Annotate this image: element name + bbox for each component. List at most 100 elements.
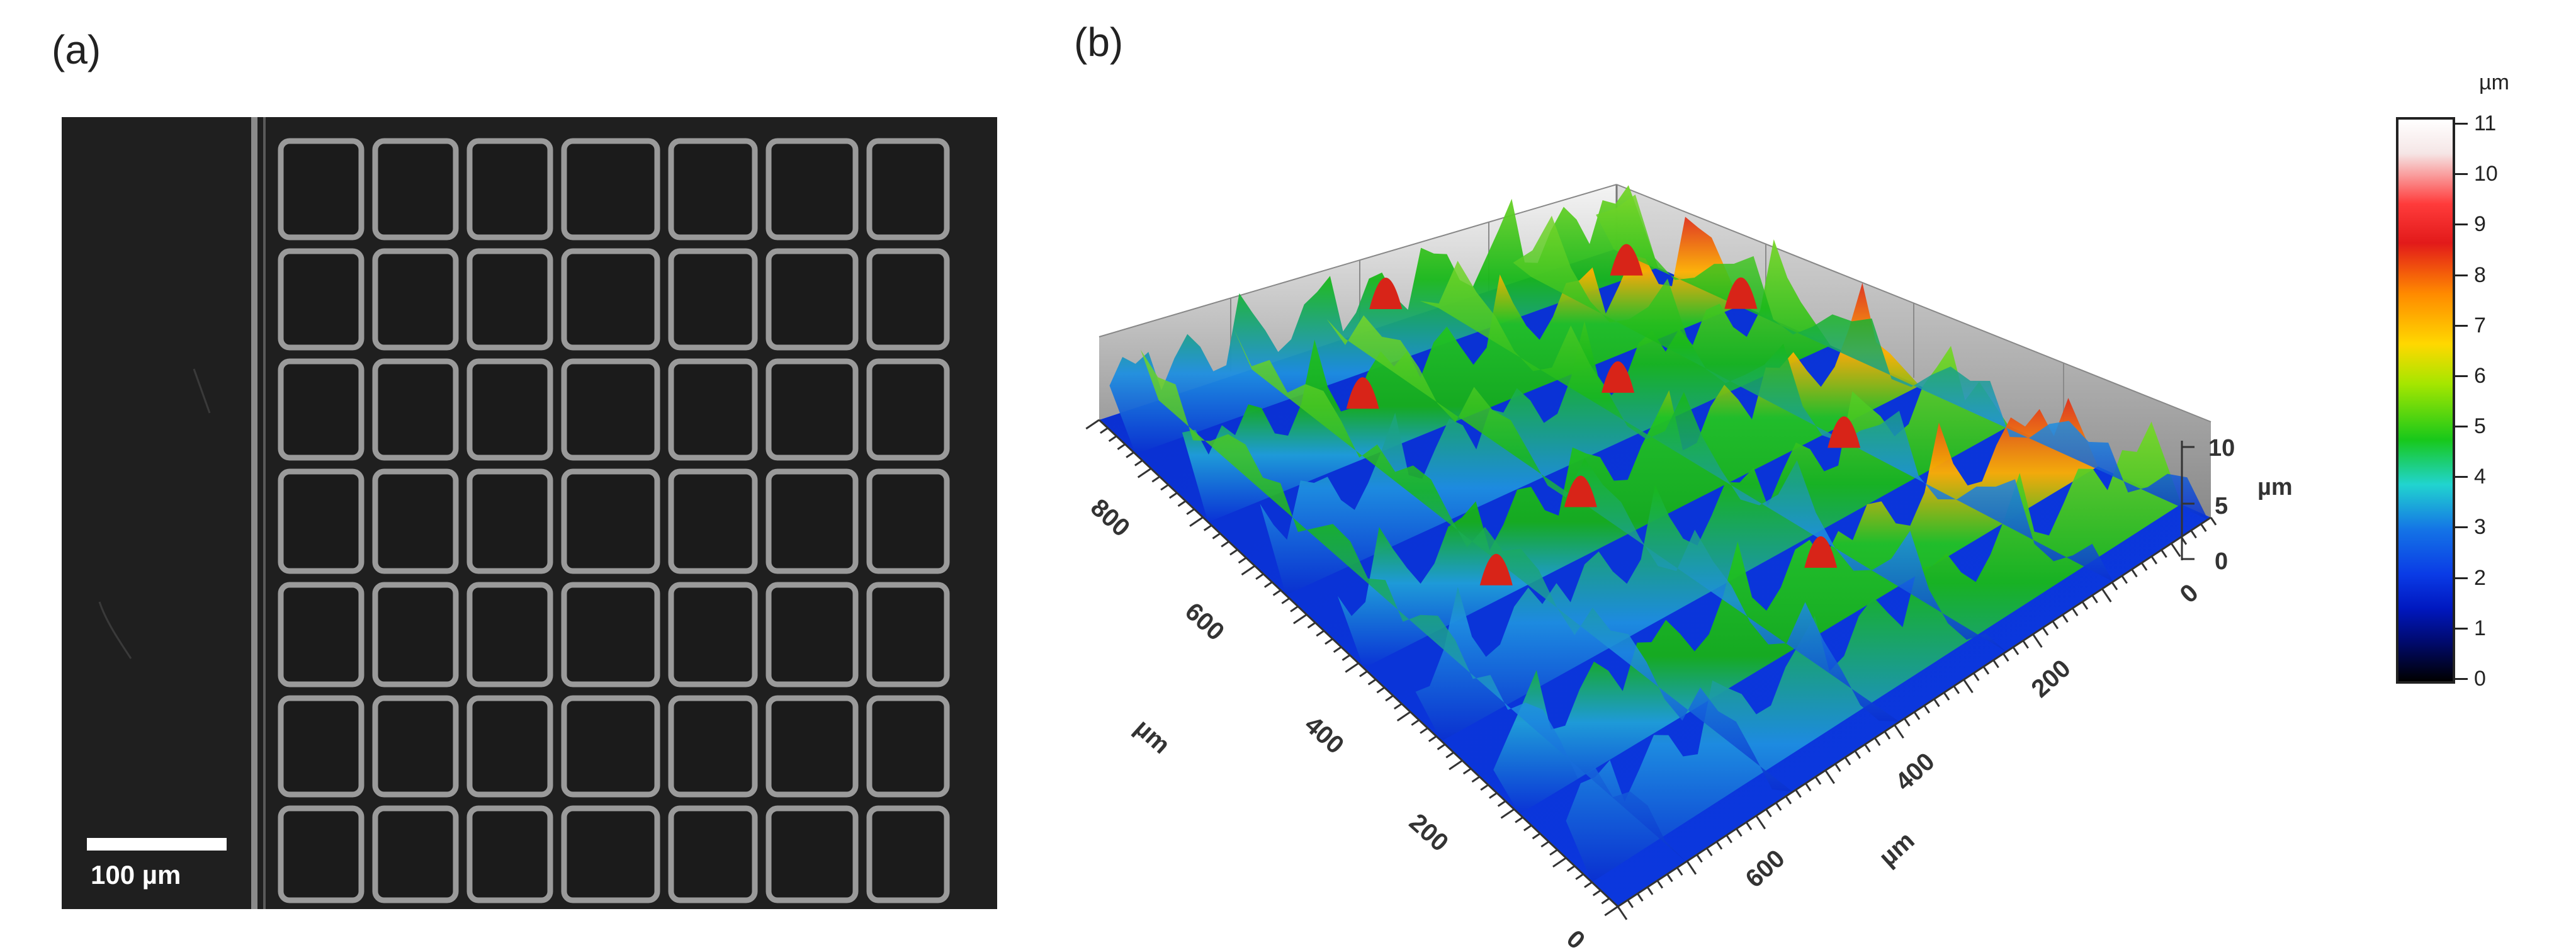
colorbar (2396, 117, 2455, 684)
sem-grid-cell (561, 138, 660, 240)
colorbar-tick-label: 7 (2474, 313, 2486, 337)
peak (1602, 361, 1635, 393)
sem-grid-cell (466, 248, 553, 351)
sem-grid-cell (866, 805, 950, 903)
colorbar-tick (2454, 627, 2468, 630)
z-tick-10: 10 (2208, 435, 2235, 461)
surface-ridges (1109, 185, 2208, 883)
sem-grid-cell (278, 695, 364, 798)
panel-b-label: (b) (1074, 20, 1124, 65)
colorbar-tick-label: 9 (2474, 212, 2486, 237)
left-tick-800: 800 (1085, 494, 1135, 542)
scale-bar (87, 838, 227, 851)
sem-grid-cell (765, 695, 859, 798)
ridge-row (1182, 217, 1742, 523)
z-tick-0: 0 (2215, 548, 2228, 575)
colorbar-tick (2454, 274, 2468, 276)
colorbar-tick-label: 10 (2474, 162, 2498, 186)
sem-grid-cell (372, 468, 459, 574)
sem-grid-image (98, 117, 950, 909)
peak (1724, 277, 1758, 309)
sem-grid-cell (866, 695, 950, 798)
ridge-column (1596, 194, 2208, 520)
sem-grid-cell (278, 248, 364, 351)
sem-grid-cell (372, 805, 459, 903)
colorbar-tick (2454, 173, 2468, 176)
z-tick-5: 5 (2215, 493, 2228, 519)
sem-grid-cell (765, 468, 859, 574)
sem-grid-cell (765, 248, 859, 351)
sem-grid-cell (668, 358, 758, 461)
sem-grid-cell (466, 582, 553, 687)
peak (1564, 475, 1597, 507)
sem-grid-cell (561, 358, 660, 461)
ridge-column (1140, 349, 1686, 862)
sem-micrograph: 100 µm (62, 117, 997, 909)
colorbar-tick (2454, 577, 2468, 579)
sem-grid-cell (466, 805, 553, 903)
colorbar-tick (2454, 526, 2468, 529)
z-axis-unit: µm (2257, 474, 2293, 500)
colorbar-tick (2454, 426, 2468, 428)
sem-grid-cell (668, 582, 758, 687)
right-tick-400: 400 (1890, 747, 1940, 796)
colorbar-tick (2454, 375, 2468, 377)
sem-grid-cell (278, 805, 364, 903)
sem-grid-cell (866, 358, 950, 461)
sem-grid-cell (765, 138, 859, 240)
colorbar-tick (2454, 223, 2468, 226)
right-tick-600: 600 (1741, 844, 1790, 893)
sem-grid-cell (372, 358, 459, 461)
ridge-column (1420, 261, 2007, 652)
colorbar-tick-label: 11 (2474, 111, 2497, 135)
right-tick-0: 0 (2175, 579, 2204, 609)
colorbar-tick-label: 8 (2474, 263, 2486, 287)
left-tick-0: 0 (1561, 925, 1590, 950)
peak (1346, 377, 1379, 409)
peak (1827, 416, 1861, 448)
ridge-row (1109, 185, 1659, 455)
colorbar-tick-label: 4 (2474, 465, 2486, 489)
peak (1479, 553, 1513, 585)
sem-grid-cell (278, 582, 364, 687)
peak (1369, 278, 1403, 309)
scale-bar-label: 100 µm (91, 860, 181, 890)
surface-profile-3d: 10 5 0 µm 800 600 µm 400 200 0 0 200 400… (1070, 69, 2329, 950)
right-axis-line (1617, 516, 2212, 908)
panel-a-label: (a) (52, 27, 101, 72)
colorbar-tick (2454, 123, 2468, 125)
colorbar-tick-label: 5 (2474, 414, 2486, 439)
sem-grid-cell (278, 358, 364, 461)
left-tick-600: 600 (1180, 597, 1229, 646)
colorbar-tick (2454, 476, 2468, 478)
colorbar-tick (2454, 324, 2468, 327)
sem-grid-cell (765, 582, 859, 687)
left-axis-unit: µm (1129, 714, 1175, 759)
ridge-row (1260, 239, 1831, 596)
left-tick-200: 200 (1404, 808, 1454, 857)
right-axis-ticks (1617, 517, 2217, 920)
sem-grid-cell (668, 138, 758, 240)
sem-grid-cell (278, 138, 364, 240)
left-axis-line (1098, 419, 1619, 908)
sem-grid-cell (668, 468, 758, 574)
sem-grid-cell (561, 248, 660, 351)
sem-grid-cell (372, 248, 459, 351)
sem-grid-cell (278, 468, 364, 574)
left-tick-400: 400 (1299, 711, 1349, 759)
sem-grid-cell (668, 695, 758, 798)
sem-grid-cell (765, 358, 859, 461)
ridge-column (1233, 329, 1793, 792)
colorbar-tick-label: 2 (2474, 565, 2486, 590)
sem-grid-cell (372, 695, 459, 798)
sem-grid-cell (561, 695, 660, 798)
sem-grid-cell (765, 805, 859, 903)
surface-plot: 10 5 0 µm 800 600 µm 400 200 0 0 200 400… (1085, 184, 2293, 950)
sem-grid-cell (561, 582, 660, 687)
right-axis-unit: µm (1874, 827, 1920, 872)
sem-grid-cell (866, 582, 950, 687)
sem-grid-cell (372, 582, 459, 687)
sem-grid-cell (668, 248, 758, 351)
sem-grid-cell (466, 695, 553, 798)
sem-grid-cell (866, 468, 950, 574)
